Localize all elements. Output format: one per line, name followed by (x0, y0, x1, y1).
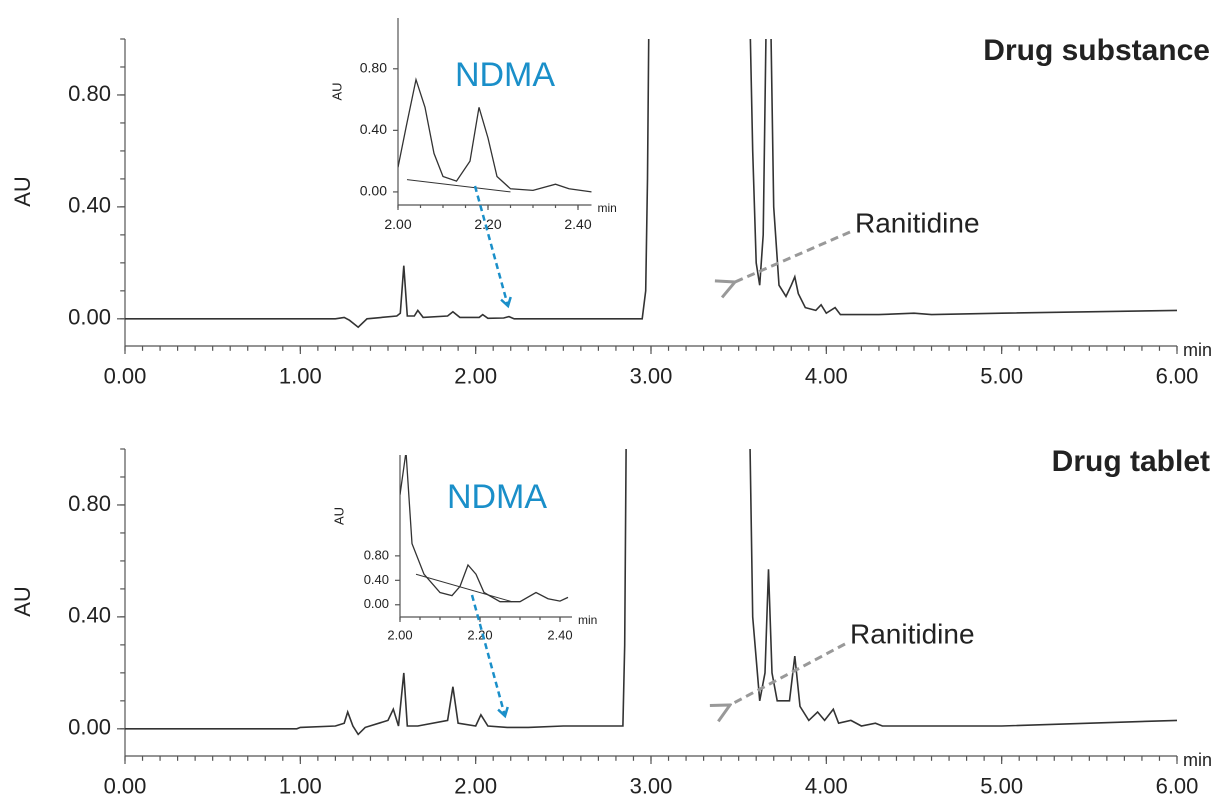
baseline-fit (415, 573, 513, 603)
x-tick-label: 3.00 (630, 774, 673, 799)
trace (398, 77, 592, 193)
x-tick-label: 5.00 (980, 364, 1023, 389)
annotation: NDMA (455, 56, 555, 94)
annotation-arrow (473, 185, 508, 306)
panel-title: Drug substance (983, 34, 1210, 67)
panel-title: Drug tablet (1052, 445, 1210, 478)
baseline-fit (406, 179, 511, 193)
x-tick-label: 2.00 (454, 774, 497, 799)
y-tick-label: 0.80 (364, 547, 389, 562)
y-tick-label: 0.80 (360, 59, 387, 75)
x-tick-label: 6.00 (1156, 364, 1199, 389)
x-tick-label: 2.00 (454, 364, 497, 389)
x-tick-label: 2.20 (474, 216, 501, 232)
x-tick-label: 4.00 (805, 364, 848, 389)
annotation: Ranitidine (850, 618, 975, 649)
x-tick-label: 3.00 (630, 364, 673, 389)
x-tick-label: 2.00 (384, 216, 411, 232)
x-tick-label: 5.00 (980, 774, 1023, 799)
y-axis-label: AU (331, 507, 346, 525)
y-tick-label: 0.40 (360, 121, 387, 137)
x-tick-label: 1.00 (279, 774, 322, 799)
x-axis-label: min (578, 613, 597, 627)
y-tick-label: 0.80 (68, 81, 111, 106)
x-tick-label: 0.00 (104, 364, 147, 389)
annotation: NDMA (447, 478, 547, 516)
y-tick-label: 0.00 (68, 715, 111, 740)
x-tick-label: 6.00 (1156, 774, 1199, 799)
annotation: Ranitidine (855, 207, 980, 238)
x-tick-label: 2.20 (467, 627, 492, 642)
y-tick-label: 0.00 (364, 596, 389, 611)
y-tick-label: 0.40 (68, 603, 111, 628)
x-tick-label: 0.00 (104, 774, 147, 799)
y-axis-label: AU (329, 82, 344, 100)
x-axis-label: min (598, 201, 617, 215)
x-axis-label: min (1183, 340, 1212, 360)
annotation-arrow (730, 642, 846, 705)
y-tick-label: 0.80 (68, 491, 111, 516)
y-tick-label: 0.40 (68, 193, 111, 218)
trace (125, 449, 1177, 736)
annotation-arrow (470, 594, 505, 716)
x-axis-label: min (1183, 750, 1212, 770)
x-tick-label: 2.00 (387, 627, 412, 642)
trace (125, 39, 1177, 329)
x-tick-label: 2.40 (564, 216, 591, 232)
x-tick-label: 2.40 (547, 627, 572, 642)
y-tick-label: 0.00 (360, 183, 387, 199)
x-tick-label: 1.00 (279, 364, 322, 389)
y-tick-label: 0.40 (364, 572, 389, 587)
annotation-arrow (735, 230, 851, 282)
trace (400, 455, 569, 603)
y-axis-label: AU (10, 176, 35, 207)
y-tick-label: 0.00 (68, 305, 111, 330)
x-tick-label: 4.00 (805, 774, 848, 799)
y-axis-label: AU (10, 586, 35, 617)
